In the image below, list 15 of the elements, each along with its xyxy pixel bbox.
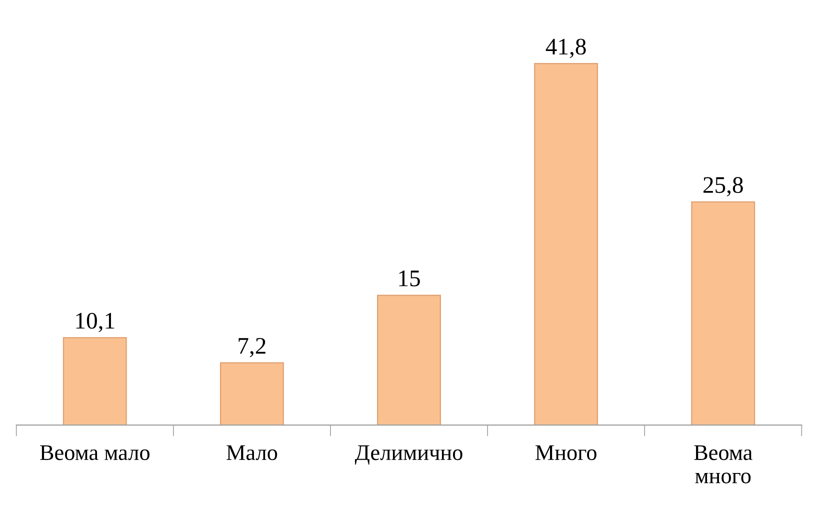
data-label: 7,2 [238, 338, 266, 358]
x-tick-label: Веома мало [40, 445, 150, 460]
data-label: 15 [399, 270, 420, 286]
bar [691, 201, 756, 426]
x-tick-label: Мало [226, 445, 278, 460]
bar [220, 362, 284, 426]
x-tick-label: Много [535, 445, 596, 460]
x-tick-label: Делимично [354, 445, 462, 465]
data-label: 41,8 [546, 38, 586, 58]
x-tick-label: Веома много [694, 445, 752, 484]
bar [62, 337, 127, 426]
data-label: 10,1 [76, 312, 114, 332]
bar [534, 63, 598, 426]
data-label: 25,8 [703, 177, 743, 196]
bar [377, 294, 441, 426]
